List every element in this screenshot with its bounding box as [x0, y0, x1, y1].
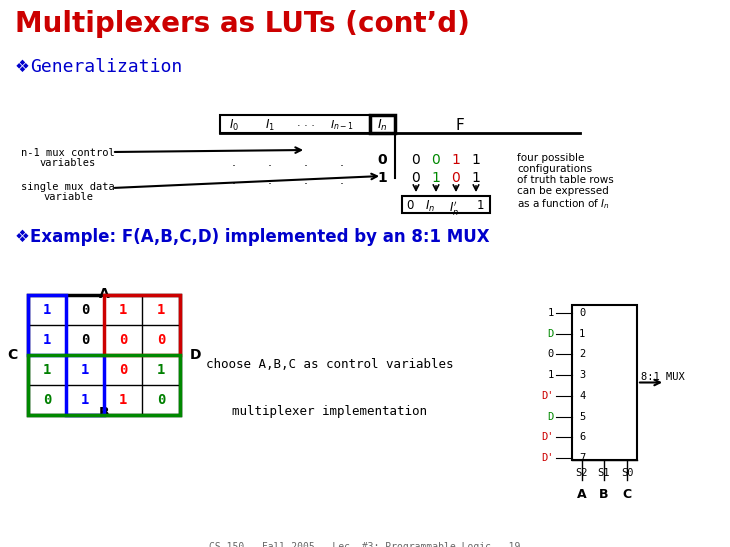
Text: .: . [232, 174, 236, 187]
Text: .: . [304, 174, 308, 187]
Text: single mux data: single mux data [21, 182, 115, 192]
Text: $I_0$: $I_0$ [229, 118, 239, 133]
Text: 3: 3 [579, 370, 585, 380]
Text: 1: 1 [377, 171, 387, 185]
Text: 1: 1 [43, 363, 51, 377]
Text: 1: 1 [157, 363, 165, 377]
Text: .: . [268, 156, 272, 169]
Text: $I_n$: $I_n$ [377, 118, 388, 133]
Bar [572, 305, 637, 460]
Text: .: . [340, 156, 344, 169]
Text: 1: 1 [157, 303, 165, 317]
Bar [28, 355, 180, 415]
Text: 0: 0 [377, 153, 387, 167]
Text: .: . [268, 174, 272, 187]
Text: 1: 1 [119, 393, 127, 407]
Bar [370, 115, 395, 133]
Text: variable: variable [43, 192, 93, 202]
Bar [402, 196, 490, 213]
Text: 5: 5 [579, 411, 585, 422]
Text: B: B [99, 406, 110, 420]
Text: 0: 0 [119, 333, 127, 347]
Text: multiplexer implementation: multiplexer implementation [232, 405, 428, 418]
Text: F: F [456, 118, 464, 133]
Text: of truth table rows: of truth table rows [517, 175, 614, 185]
Text: S0: S0 [620, 468, 633, 478]
Text: 1: 1 [452, 153, 461, 167]
Text: 6: 6 [579, 432, 585, 443]
Text: D': D' [542, 391, 554, 401]
Text: D: D [548, 411, 554, 422]
Text: D': D' [542, 432, 554, 443]
Text: D': D' [542, 453, 554, 463]
Text: configurations: configurations [517, 164, 592, 174]
Text: 1: 1 [476, 199, 484, 212]
Text: 1: 1 [81, 393, 89, 407]
Text: 7: 7 [579, 453, 585, 463]
Text: 0: 0 [412, 171, 420, 185]
Text: Multiplexers as LUTs (cont’d): Multiplexers as LUTs (cont’d) [15, 10, 470, 38]
Text: 1: 1 [548, 370, 554, 380]
Text: 0: 0 [452, 171, 461, 185]
Text: $I_1$: $I_1$ [265, 118, 275, 133]
Bar [66, 355, 104, 415]
Text: 0: 0 [43, 393, 51, 407]
Text: 0: 0 [412, 153, 420, 167]
Text: variables: variables [40, 158, 96, 168]
Text: 0: 0 [81, 303, 89, 317]
Text: 0: 0 [548, 350, 554, 359]
Text: as a function of $I_n$: as a function of $I_n$ [517, 197, 610, 211]
Text: 1: 1 [579, 329, 585, 339]
Text: 1: 1 [119, 303, 127, 317]
Text: 1: 1 [43, 303, 51, 317]
Text: C: C [8, 348, 18, 362]
Text: 0: 0 [119, 363, 127, 377]
Text: ❖: ❖ [15, 228, 30, 246]
Text: 1: 1 [81, 363, 89, 377]
Text: 4: 4 [579, 391, 585, 401]
Text: 0: 0 [579, 308, 585, 318]
Text: n-1 mux control: n-1 mux control [21, 148, 115, 158]
Text: .: . [304, 156, 308, 169]
Bar [220, 115, 370, 133]
Text: 1: 1 [472, 171, 480, 185]
Text: can be expressed: can be expressed [517, 186, 609, 196]
Text: 2: 2 [579, 350, 585, 359]
Text: 0: 0 [81, 333, 89, 347]
Text: ❖: ❖ [15, 58, 30, 76]
Text: 1: 1 [43, 333, 51, 347]
Text: 8:1 MUX: 8:1 MUX [641, 371, 685, 381]
Text: 1: 1 [431, 171, 440, 185]
Text: Generalization: Generalization [30, 58, 182, 76]
Text: A: A [577, 488, 587, 501]
Text: D: D [548, 329, 554, 339]
Bar [28, 295, 180, 415]
Bar [104, 295, 180, 355]
Bar [28, 295, 66, 355]
Text: C: C [623, 488, 631, 501]
Text: S1: S1 [598, 468, 610, 478]
Text: 0: 0 [431, 153, 440, 167]
Text: D: D [190, 348, 201, 362]
Text: $I_n'$: $I_n'$ [449, 199, 459, 217]
Text: $I_{n-1}$: $I_{n-1}$ [330, 118, 354, 132]
Text: 1: 1 [472, 153, 480, 167]
Text: 0: 0 [157, 393, 165, 407]
Text: 1: 1 [548, 308, 554, 318]
Text: choose A,B,C as control variables: choose A,B,C as control variables [207, 358, 454, 371]
Text: .: . [232, 156, 236, 169]
Text: . . .: . . . [297, 118, 315, 128]
Text: CS 150 - Fall 2005 - Lec. #3: Programmable Logic - 19: CS 150 - Fall 2005 - Lec. #3: Programmab… [210, 542, 520, 547]
Text: $I_n$: $I_n$ [425, 199, 435, 214]
Text: B: B [599, 488, 609, 501]
Text: .: . [340, 174, 344, 187]
Text: 0: 0 [157, 333, 165, 347]
Text: 0: 0 [407, 199, 414, 212]
Text: Example: F(A,B,C,D) implemented by an 8:1 MUX: Example: F(A,B,C,D) implemented by an 8:… [30, 228, 490, 246]
Text: four possible: four possible [517, 153, 585, 163]
Text: A: A [99, 287, 110, 301]
Text: S2: S2 [576, 468, 588, 478]
